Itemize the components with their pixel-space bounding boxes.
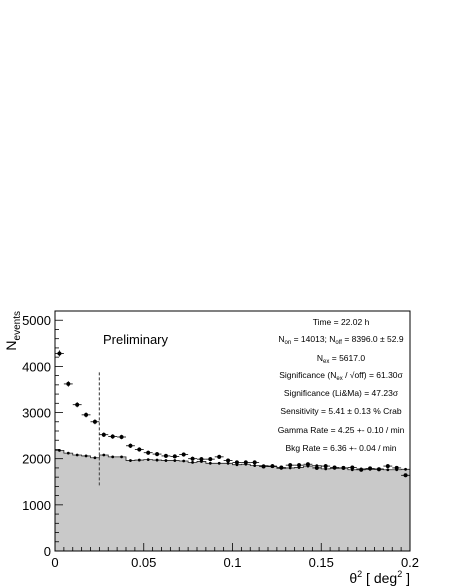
data-point bbox=[92, 419, 97, 424]
off-point bbox=[111, 455, 115, 459]
data-point bbox=[75, 402, 80, 407]
off-point bbox=[182, 459, 186, 463]
x-tick-label: 0 bbox=[51, 555, 58, 570]
y-tick-label: 5000 bbox=[22, 313, 51, 328]
data-point bbox=[394, 465, 399, 470]
data-point bbox=[359, 467, 364, 472]
off-point bbox=[217, 461, 221, 465]
data-point bbox=[323, 464, 328, 469]
x-tick-label: 0.2 bbox=[401, 555, 419, 570]
data-point bbox=[305, 462, 310, 467]
data-point bbox=[128, 443, 133, 448]
off-point bbox=[93, 456, 97, 460]
off-point bbox=[208, 461, 212, 465]
off-point bbox=[146, 458, 150, 462]
off-point bbox=[155, 458, 159, 462]
off-point bbox=[84, 454, 88, 458]
y-tick-label: 4000 bbox=[22, 359, 51, 374]
x-tick-label: 0.05 bbox=[131, 555, 156, 570]
histogram-layer bbox=[54, 448, 411, 552]
data-point bbox=[297, 463, 302, 468]
off-point bbox=[404, 467, 407, 471]
data-point bbox=[226, 458, 231, 463]
data-point bbox=[181, 452, 186, 457]
data-point bbox=[84, 412, 89, 417]
data-point bbox=[190, 456, 195, 461]
data-point bbox=[146, 450, 151, 455]
y-tick-label: 0 bbox=[44, 544, 51, 559]
off-point bbox=[66, 451, 70, 455]
info-line: Bkg Rate = 6.36 +- 0.04 / min bbox=[285, 443, 396, 453]
y-axis-title: Nevents bbox=[3, 311, 23, 351]
off-point bbox=[386, 468, 390, 472]
off-point bbox=[164, 459, 168, 462]
off-point bbox=[191, 460, 194, 464]
data-point bbox=[376, 467, 381, 472]
data-point bbox=[217, 454, 222, 459]
data-point bbox=[208, 457, 213, 462]
data-point bbox=[137, 447, 142, 452]
points-layer bbox=[55, 350, 410, 478]
off-point bbox=[102, 453, 106, 457]
data-point bbox=[385, 464, 390, 469]
data-point bbox=[155, 452, 160, 457]
data-point bbox=[368, 466, 373, 471]
off-point bbox=[75, 453, 79, 457]
data-point bbox=[101, 432, 106, 437]
data-point bbox=[57, 351, 62, 356]
data-point bbox=[119, 435, 124, 439]
off-point bbox=[173, 459, 177, 462]
data-point bbox=[288, 463, 293, 468]
axes-layer: 0 0.05 0.1 0.15 0.2 0 1000 2000 3000 4000 5000 bbox=[22, 310, 419, 570]
info-box: Time = 22.02 h Non = 14013; Noff = 8396.0… bbox=[278, 317, 405, 453]
info-line: Non = 14013; Noff = 8396.0 ± 52.9 bbox=[278, 334, 403, 346]
info-line: Gamma Rate = 4.25 +- 0.10 / min bbox=[278, 425, 405, 435]
data-point bbox=[110, 434, 115, 439]
data-point bbox=[243, 460, 248, 465]
info-line: Nex = 5617.0 bbox=[317, 353, 365, 365]
data-point bbox=[314, 465, 319, 470]
data-point bbox=[332, 465, 337, 470]
data-point bbox=[270, 464, 275, 469]
preliminary-label: Preliminary bbox=[103, 332, 169, 347]
data-point bbox=[66, 381, 71, 386]
data-point bbox=[350, 465, 355, 470]
x-tick-label: 0.15 bbox=[309, 555, 334, 570]
info-line: Time = 22.02 h bbox=[313, 317, 370, 327]
data-point bbox=[199, 457, 204, 462]
background-histogram bbox=[54, 449, 411, 552]
off-point bbox=[120, 455, 123, 459]
off-point bbox=[288, 466, 292, 470]
info-line: Significance (Nex / √off) = 61.30σ bbox=[279, 370, 403, 382]
data-point bbox=[261, 464, 266, 469]
x-axis-title: θ2 [ deg2 ] bbox=[349, 569, 410, 586]
data-point bbox=[234, 460, 239, 465]
off-point bbox=[129, 459, 132, 462]
data-point bbox=[279, 465, 284, 470]
off-point bbox=[137, 458, 141, 462]
data-point bbox=[163, 453, 168, 458]
info-line: Significance (Li&Ma) = 47.23σ bbox=[284, 388, 399, 398]
off-point bbox=[253, 464, 257, 468]
y-tick-label: 3000 bbox=[22, 406, 51, 421]
data-point bbox=[252, 460, 257, 465]
data-point bbox=[341, 465, 346, 470]
y-tick-label: 1000 bbox=[22, 498, 51, 513]
axis-titles: θ2 [ deg2 ] Nevents bbox=[3, 311, 410, 586]
x-tick-label: 0.1 bbox=[223, 555, 241, 570]
off-point bbox=[324, 467, 328, 471]
y-tick-label: 2000 bbox=[22, 452, 51, 467]
off-point bbox=[226, 461, 230, 465]
data-point bbox=[403, 473, 408, 478]
info-line: Sensitivity = 5.41 ± 0.13 % Crab bbox=[280, 406, 401, 416]
data-point bbox=[172, 454, 177, 459]
